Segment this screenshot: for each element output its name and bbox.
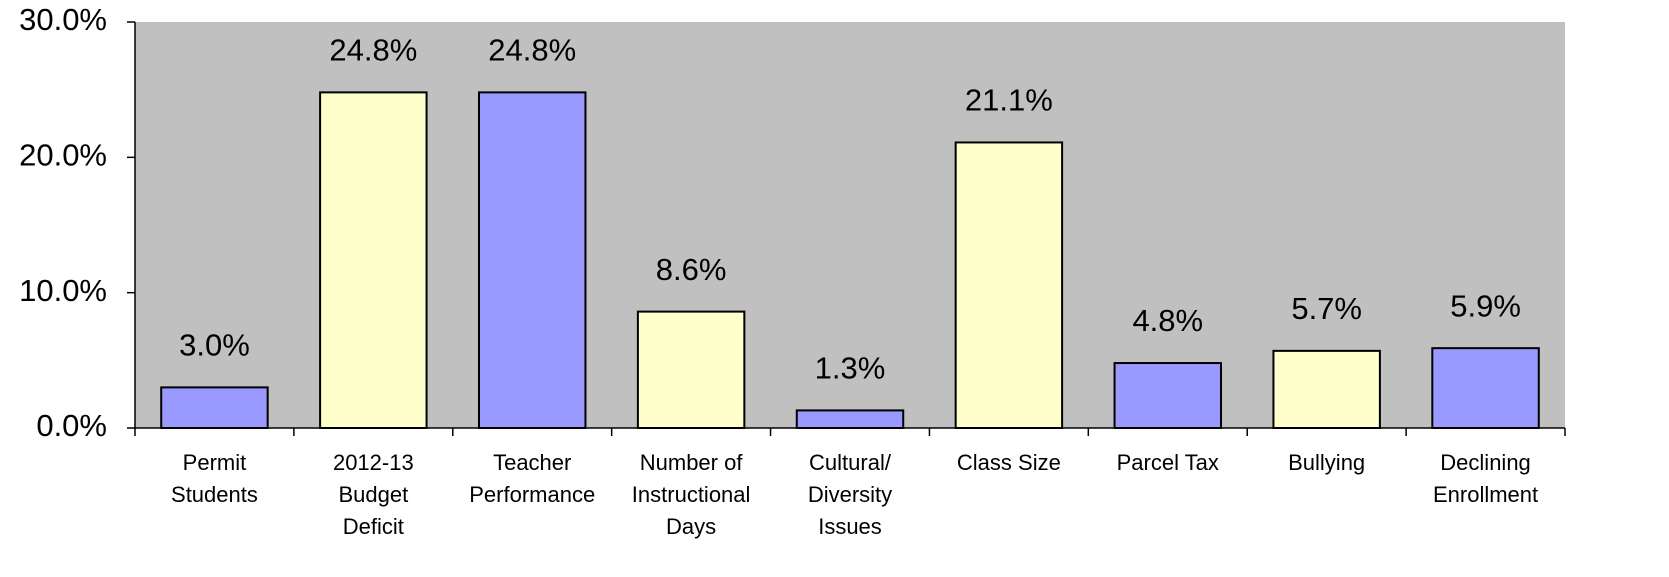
- value-label: 8.6%: [656, 252, 727, 287]
- value-label: 1.3%: [815, 351, 886, 386]
- y-tick-label: 30.0%: [19, 2, 107, 37]
- x-tick-label: Teacher Performance: [469, 450, 596, 507]
- x-tick-label: Number of Instructional Days: [631, 450, 751, 539]
- bar: [1272, 349, 1381, 429]
- value-label: 5.7%: [1291, 291, 1362, 326]
- value-label: 4.8%: [1132, 303, 1203, 338]
- bar: [160, 386, 269, 429]
- bar: [1431, 347, 1540, 429]
- bar: [1113, 362, 1223, 430]
- bar: [477, 91, 587, 430]
- x-tick-label: Cultural/ Diversity Issues: [807, 450, 893, 539]
- bar: [636, 310, 746, 430]
- x-tick-label: Class Size: [956, 450, 1061, 475]
- bar: [319, 91, 428, 430]
- x-tick-label: 2012-13 Budget Deficit: [332, 450, 414, 539]
- value-label: 21.1%: [965, 83, 1053, 118]
- y-tick-label: 20.0%: [19, 138, 107, 173]
- x-tick-label: Declining Enrollment: [1432, 450, 1539, 507]
- x-tick-label: Bullying: [1288, 450, 1366, 475]
- value-label: 3.0%: [179, 328, 250, 363]
- x-tick-label: Permit Students: [171, 450, 258, 507]
- value-label: 24.8%: [329, 33, 417, 68]
- y-tick-label: 10.0%: [19, 273, 107, 308]
- value-label: 24.8%: [488, 33, 576, 68]
- bar: [795, 409, 905, 430]
- bar: [954, 141, 1064, 430]
- value-label: 5.9%: [1450, 288, 1521, 323]
- y-tick-label: 0.0%: [36, 408, 107, 443]
- x-tick-label: Parcel Tax: [1116, 450, 1219, 475]
